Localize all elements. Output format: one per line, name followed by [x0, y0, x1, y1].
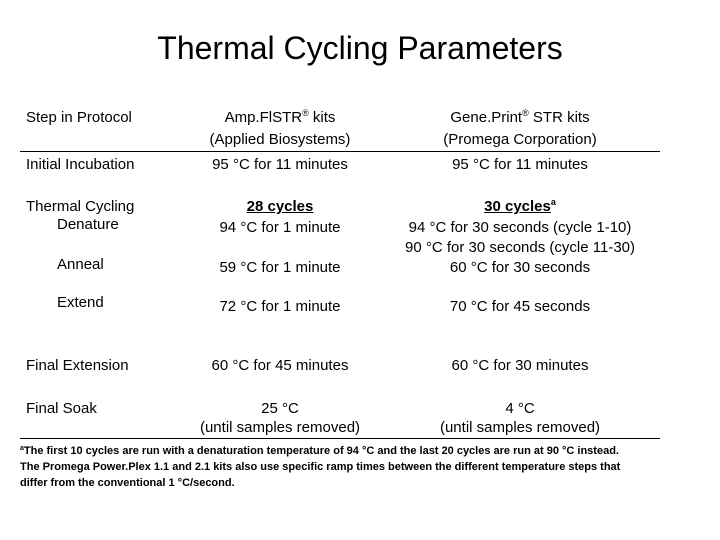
row-label-initial: Initial Incubation	[26, 156, 135, 173]
header-geneprint-vendor: (Promega Corporation)	[443, 131, 597, 148]
footnote-marker: a	[20, 445, 24, 452]
cell-amp-extend: 72 °C for 1 minute	[219, 298, 341, 315]
header-ampflstr-vendor: (Applied Biosystems)	[209, 131, 351, 148]
cell-amp-anneal: 59 °C for 1 minute	[219, 259, 341, 276]
cell-amp-final-soak-note: (until samples removed)	[199, 419, 361, 436]
header-ampflstr: Amp.FlSTR® kits	[224, 108, 336, 127]
cell-gene-final-soak-note: (until samples removed)	[439, 419, 601, 436]
cell-gene-anneal: 60 °C for 30 seconds	[449, 259, 591, 276]
header-rule	[20, 151, 660, 152]
row-label-extend: Extend	[57, 294, 104, 311]
footer-rule	[20, 438, 660, 439]
cell-amp-final-extension: 60 °C for 45 minutes	[211, 357, 349, 374]
row-label-anneal: Anneal	[57, 256, 104, 273]
row-label-cycling: Thermal Cycling	[26, 198, 135, 215]
cell-amp-initial: 95 °C for 11 minutes	[212, 156, 348, 173]
row-label-final-soak: Final Soak	[26, 400, 97, 417]
footnote-line-3: differ from the conventional 1 °C/second…	[20, 477, 235, 489]
cell-gene-final-soak: 4 °C	[505, 400, 535, 417]
cell-gene-extend: 70 °C for 45 seconds	[449, 298, 591, 315]
row-label-final-extension: Final Extension	[26, 357, 129, 374]
cell-amp-denature: 94 °C for 1 minute	[219, 219, 341, 236]
cell-gene-cycles: 30 cyclesa	[484, 197, 556, 216]
footnote-line-2: The Promega Power.Plex 1.1 and 2.1 kits …	[20, 461, 621, 473]
cell-gene-final-extension: 60 °C for 30 minutes	[451, 357, 589, 374]
cell-gene-initial: 95 °C for 11 minutes	[452, 156, 588, 173]
header-geneprint: Gene.Print® STR kits	[450, 108, 590, 127]
footnote-line-1: aThe first 10 cycles are run with a dena…	[20, 445, 619, 457]
row-label-denature: Denature	[57, 216, 119, 233]
footnote: aThe first 10 cycles are run with a dena…	[20, 443, 710, 491]
cell-gene-denature-1: 94 °C for 30 seconds (cycle 1-10)	[408, 219, 632, 236]
cell-amp-final-soak: 25 °C	[261, 400, 299, 417]
cell-gene-denature-2: 90 °C for 30 seconds (cycle 11-30)	[405, 239, 635, 256]
slide-title: Thermal Cycling Parameters	[157, 30, 563, 66]
header-step: Step in Protocol	[26, 109, 132, 126]
cell-amp-cycles: 28 cycles	[246, 198, 314, 215]
